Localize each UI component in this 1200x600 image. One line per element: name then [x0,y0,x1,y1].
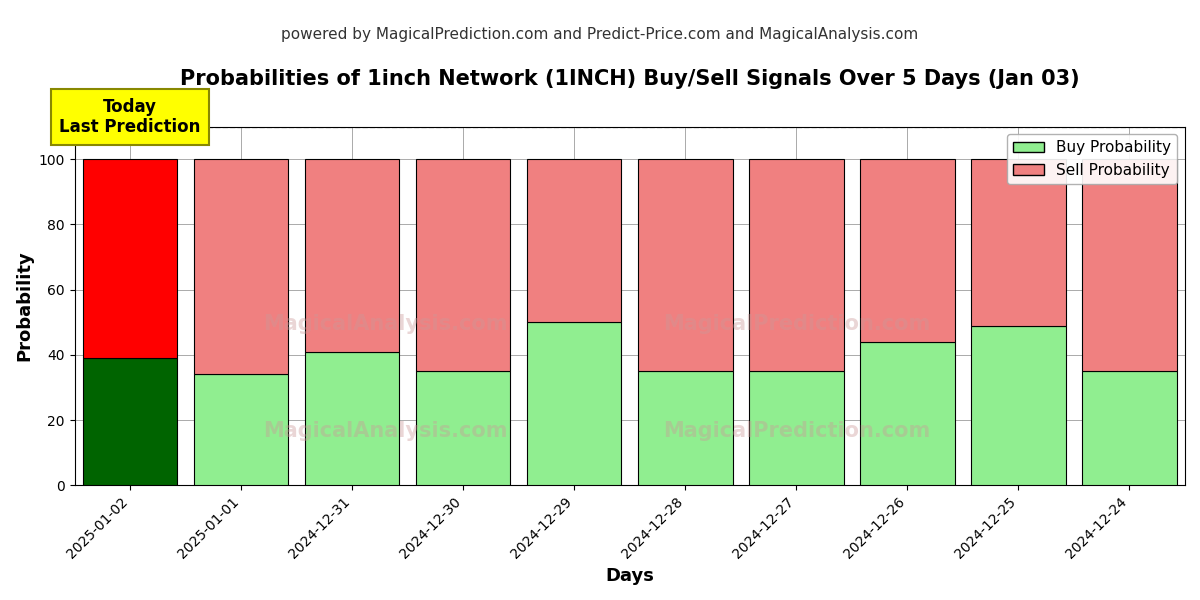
Bar [860,159,955,342]
Bar [860,342,955,485]
Bar [305,159,400,352]
Text: MagicalPrediction.com: MagicalPrediction.com [662,314,930,334]
Bar [971,326,1066,485]
Bar [638,159,732,371]
Text: Today
Last Prediction: Today Last Prediction [60,98,200,136]
Bar [1082,371,1177,485]
Bar [971,159,1066,326]
Legend: Buy Probability, Sell Probability: Buy Probability, Sell Probability [1007,134,1177,184]
Bar [638,371,732,485]
Bar [194,159,288,374]
Text: MagicalAnalysis.com: MagicalAnalysis.com [263,314,508,334]
Bar [305,352,400,485]
Bar [416,371,510,485]
Text: powered by MagicalPrediction.com and Predict-Price.com and MagicalAnalysis.com: powered by MagicalPrediction.com and Pre… [281,27,919,42]
X-axis label: Days: Days [605,567,654,585]
Text: MagicalAnalysis.com: MagicalAnalysis.com [263,421,508,442]
Bar [749,371,844,485]
Bar [83,358,178,485]
Text: MagicalPrediction.com: MagicalPrediction.com [662,421,930,442]
Bar [749,159,844,371]
Bar [527,159,622,322]
Bar [1082,159,1177,371]
Bar [83,159,178,358]
Bar [416,159,510,371]
Bar [194,374,288,485]
Y-axis label: Probability: Probability [16,251,34,361]
Bar [527,322,622,485]
Title: Probabilities of 1inch Network (1INCH) Buy/Sell Signals Over 5 Days (Jan 03): Probabilities of 1inch Network (1INCH) B… [180,69,1080,89]
